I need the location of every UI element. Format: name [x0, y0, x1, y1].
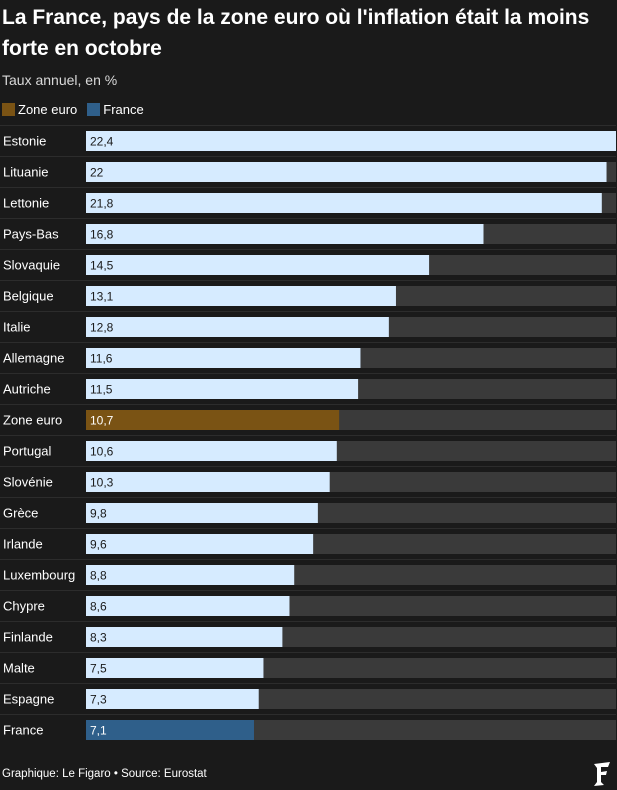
value-label: 11,6 — [90, 352, 113, 366]
category-label: Malte — [3, 661, 35, 676]
value-label: 8,8 — [90, 569, 107, 583]
category-label: Zone euro — [3, 413, 62, 428]
bar-row-estonie: Estonie 22,4 — [0, 125, 616, 151]
value-label: 7,3 — [90, 693, 107, 707]
category-label: Grèce — [3, 506, 38, 521]
bar-row-belgique: Belgique 13,1 — [0, 280, 616, 306]
bar — [86, 255, 430, 275]
category-label: Slovénie — [3, 475, 53, 490]
bar-row-zone-euro: Zone euro 10,7 — [0, 404, 616, 430]
bar-row-slovaquie: Slovaquie 14,5 — [0, 249, 616, 275]
legend-item-france: France — [87, 102, 144, 117]
bar — [86, 193, 602, 213]
bar — [86, 627, 283, 647]
bar — [86, 348, 361, 368]
category-label: Belgique — [3, 289, 54, 304]
bar-row-france: France 7,1 — [0, 714, 616, 740]
value-label: 13,1 — [90, 290, 114, 304]
bar — [86, 379, 359, 399]
bar — [86, 534, 314, 554]
bar — [86, 286, 396, 306]
bar-row-grece: Grèce 9,8 — [0, 497, 616, 523]
bar — [86, 596, 290, 616]
legend-label-france: France — [103, 102, 144, 117]
legend-item-zone-euro: Zone euro — [2, 102, 77, 117]
bar — [86, 720, 254, 740]
category-label: Finlande — [3, 630, 53, 645]
bar — [86, 162, 607, 182]
category-label: Lituanie — [3, 165, 49, 180]
legend-swatch-zone-euro — [2, 103, 15, 116]
bar — [86, 317, 389, 337]
bar — [86, 441, 337, 461]
category-label: Portugal — [3, 444, 52, 459]
bar — [86, 658, 264, 678]
value-label: 10,6 — [90, 445, 114, 459]
bar-row-finlande: Finlande 8,3 — [0, 621, 616, 647]
category-label: Irlande — [3, 537, 43, 552]
bar — [86, 472, 330, 492]
bar-row-irlande: Irlande 9,6 — [0, 528, 616, 554]
chart-title: La France, pays de la zone euro où l'inf… — [2, 6, 590, 60]
category-label: Autriche — [3, 382, 51, 397]
bar-row-lituanie: Lituanie 22 — [0, 156, 616, 182]
category-label: Lettonie — [3, 196, 49, 211]
category-label: Allemagne — [3, 351, 64, 366]
bar-row-lettonie: Lettonie 21,8 — [0, 187, 616, 213]
bar — [86, 503, 318, 523]
value-label: 14,5 — [90, 259, 114, 273]
bar-row-chypre: Chypre 8,6 — [0, 590, 616, 616]
value-label: 10,3 — [90, 476, 114, 490]
bar-row-luxembourg: Luxembourg 8,8 — [0, 559, 616, 585]
bar-row-italie: Italie 12,8 — [0, 311, 616, 337]
value-label: 21,8 — [90, 197, 114, 211]
value-label: 22,4 — [90, 135, 114, 149]
category-label: Pays-Bas — [3, 227, 59, 242]
legend-label-zone-euro: Zone euro — [18, 102, 78, 117]
category-label: Estonie — [3, 134, 46, 149]
bar-row-allemagne: Allemagne 11,6 — [0, 342, 616, 368]
value-label: 8,6 — [90, 600, 107, 614]
bar — [86, 689, 259, 709]
value-label: 9,8 — [90, 507, 107, 521]
chart-footer: Graphique: Le Figaro • Source: Eurostat — [2, 768, 207, 780]
value-label: 7,5 — [90, 662, 107, 676]
bar — [86, 410, 340, 430]
category-label: Slovaquie — [3, 258, 60, 273]
legend-swatch-france — [87, 103, 101, 116]
bar-row-espagne: Espagne 7,3 — [0, 683, 616, 709]
value-label: 9,6 — [90, 538, 107, 552]
value-label: 10,7 — [90, 414, 114, 428]
chart-subtitle: Taux annuel, en % — [2, 72, 118, 88]
category-label: Italie — [3, 320, 30, 335]
value-label: 16,8 — [90, 228, 114, 242]
bar-row-malte: Malte 7,5 — [0, 652, 616, 678]
value-label: 11,5 — [90, 383, 113, 397]
bar — [86, 131, 616, 151]
value-label: 12,8 — [90, 321, 114, 335]
bar — [86, 565, 295, 585]
chart-legend: Zone euro France — [2, 102, 154, 117]
category-label: France — [3, 723, 43, 738]
value-label: 7,1 — [90, 724, 107, 738]
category-label: Espagne — [3, 692, 54, 707]
le-figaro-logo-icon — [594, 762, 610, 786]
bar-row-slovenie: Slovénie 10,3 — [0, 466, 616, 492]
bar-row-pays-bas: Pays-Bas 16,8 — [0, 218, 616, 244]
value-label: 22 — [90, 166, 104, 180]
bar-row-portugal: Portugal 10,6 — [0, 435, 616, 461]
bar-row-autriche: Autriche 11,5 — [0, 373, 616, 399]
value-label: 8,3 — [90, 631, 107, 645]
category-label: Luxembourg — [3, 568, 75, 583]
category-label: Chypre — [3, 599, 45, 614]
bar — [86, 224, 484, 244]
